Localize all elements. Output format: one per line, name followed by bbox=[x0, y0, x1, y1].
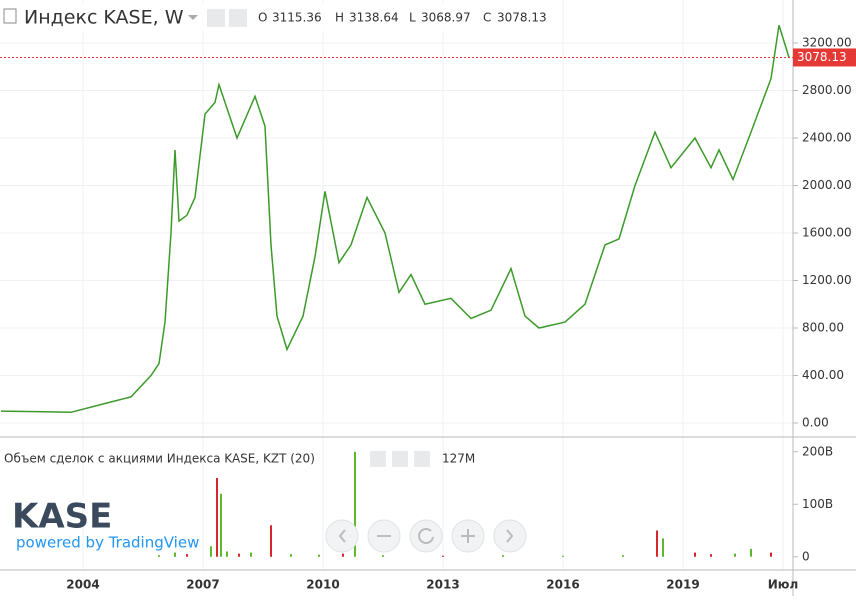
y-tick-label: 800.00 bbox=[802, 320, 844, 334]
volume-bar bbox=[250, 552, 252, 557]
y-tick-label: 0 bbox=[802, 549, 810, 563]
volume-bar bbox=[622, 555, 624, 557]
collapse-icon[interactable] bbox=[3, 8, 17, 24]
volume-bar bbox=[502, 555, 504, 557]
volume-bar bbox=[694, 552, 696, 557]
volume-bar bbox=[770, 552, 772, 557]
volume-bar bbox=[290, 554, 292, 557]
y-tick-label: 2000.00 bbox=[802, 178, 852, 192]
dropdown-icon[interactable] bbox=[188, 15, 198, 20]
volume-remove-button[interactable] bbox=[414, 451, 430, 467]
volume-bar bbox=[750, 548, 752, 557]
settings-button[interactable] bbox=[229, 9, 247, 27]
volume-bar bbox=[656, 530, 658, 557]
reset[interactable] bbox=[409, 519, 443, 553]
volume-bar bbox=[710, 554, 712, 557]
last-price-label: 3078.13 bbox=[797, 50, 847, 64]
volume-bar bbox=[734, 553, 736, 557]
price-line bbox=[0, 24, 790, 414]
scroll-left[interactable] bbox=[325, 519, 359, 553]
close-label: C bbox=[483, 11, 491, 25]
x-tick-label: 2019 bbox=[666, 578, 699, 592]
y-tick-label: 3600.00 bbox=[802, 0, 852, 2]
volume-bar bbox=[442, 555, 444, 557]
y-tick-label: 0.00 bbox=[802, 415, 829, 429]
volume-bar bbox=[186, 554, 188, 557]
high-value: 3138.64 bbox=[349, 11, 399, 25]
volume-bar bbox=[270, 525, 272, 557]
high-label: H bbox=[335, 11, 344, 25]
logo: KASE bbox=[12, 497, 112, 537]
volume-settings-button[interactable] bbox=[392, 451, 408, 467]
last-price-badge bbox=[793, 48, 856, 67]
volume-bar bbox=[318, 554, 320, 557]
header-bg bbox=[0, 3, 560, 31]
eye-button[interactable] bbox=[207, 9, 225, 27]
x-tick-label: 2007 bbox=[186, 578, 219, 592]
y-tick-label: 1200.00 bbox=[802, 273, 852, 287]
x-tick-label: 2013 bbox=[426, 578, 459, 592]
volume-bar bbox=[158, 555, 160, 557]
x-tick-label: 2016 bbox=[546, 578, 579, 592]
volume-bar bbox=[174, 552, 176, 557]
chart-title: Индекс KASE, W bbox=[24, 7, 184, 29]
x-tick-label: 2010 bbox=[306, 578, 339, 592]
y-tick-label: 2400.00 bbox=[802, 130, 852, 144]
volume-title: Объем сделок с акциями Индекса KASE, KZT… bbox=[4, 452, 315, 466]
volume-eye-button[interactable] bbox=[370, 451, 386, 467]
volume-bar bbox=[342, 553, 344, 557]
y-tick-label: 2800.00 bbox=[802, 83, 852, 97]
volume-bar bbox=[662, 538, 664, 557]
volume-bar bbox=[220, 493, 222, 557]
open-label: O bbox=[258, 11, 267, 25]
low-label: L bbox=[409, 11, 416, 25]
low-value: 3068.97 bbox=[421, 11, 471, 25]
scroll-right[interactable] bbox=[493, 519, 527, 553]
y-tick-label: 1600.00 bbox=[802, 225, 852, 239]
x-tick-label: 2004 bbox=[66, 578, 99, 592]
volume-bar bbox=[382, 555, 384, 557]
open-value: 3115.36 bbox=[272, 11, 322, 25]
nav-icons bbox=[338, 529, 514, 543]
volume-bar bbox=[238, 553, 240, 557]
y-tick-label: 3200.00 bbox=[802, 35, 852, 49]
volume-bar bbox=[210, 546, 212, 557]
volume-bar bbox=[562, 555, 564, 557]
volume-bar bbox=[354, 451, 356, 557]
volume-bar bbox=[216, 478, 218, 557]
y-tick-label: 400.00 bbox=[802, 368, 844, 382]
close-value: 3078.13 bbox=[497, 11, 547, 25]
volume-bar bbox=[226, 551, 228, 557]
powered-by: powered by TradingView bbox=[16, 534, 199, 552]
x-tick-label: Июл bbox=[768, 578, 799, 592]
y-tick-label: 200B bbox=[802, 444, 833, 458]
reset-icon bbox=[418, 528, 434, 544]
volume-current: 127M bbox=[442, 452, 475, 466]
nav-buttons bbox=[325, 519, 527, 553]
y-tick-label: 100B bbox=[802, 497, 833, 511]
